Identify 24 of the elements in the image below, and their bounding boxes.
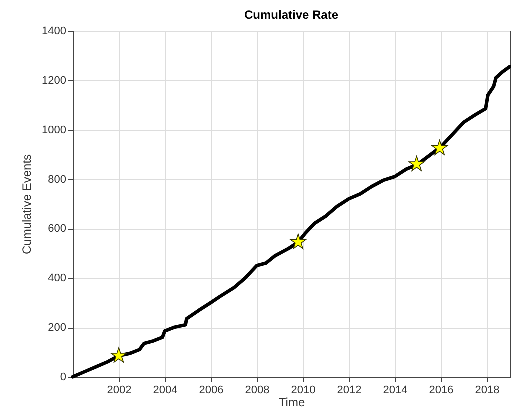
y-tick-label: 0 [60, 372, 66, 384]
y-tick-label: 1000 [42, 124, 66, 136]
point [110, 348, 128, 363]
x-tick-label: 2008 [245, 384, 270, 396]
x-tick-label: 2006 [199, 384, 224, 396]
y-tick-label: 1400 [42, 26, 66, 38]
y-tick-label: 1200 [42, 74, 66, 87]
x-tick-label: 2012 [337, 384, 362, 396]
point [290, 234, 306, 250]
y-tick-label: 600 [48, 223, 66, 236]
chart-title: Cumulative Rate [244, 8, 339, 22]
x-tick-label: 2018 [475, 384, 500, 396]
y-tick-label: 800 [48, 174, 66, 186]
x-axis-title: Time [278, 396, 306, 410]
x-tick-label: 2010 [291, 384, 316, 396]
x-tick-label: 2002 [107, 384, 132, 396]
x-tick-label: 2014 [383, 384, 408, 396]
x-tick-label: 2016 [429, 384, 454, 396]
y-tick-label: 400 [48, 272, 66, 285]
y-axis-title: Cumulative Events [20, 154, 34, 255]
point [432, 140, 448, 156]
y-tick-label: 200 [48, 322, 66, 334]
point [408, 156, 425, 172]
x-tick-label: 2004 [153, 384, 178, 396]
